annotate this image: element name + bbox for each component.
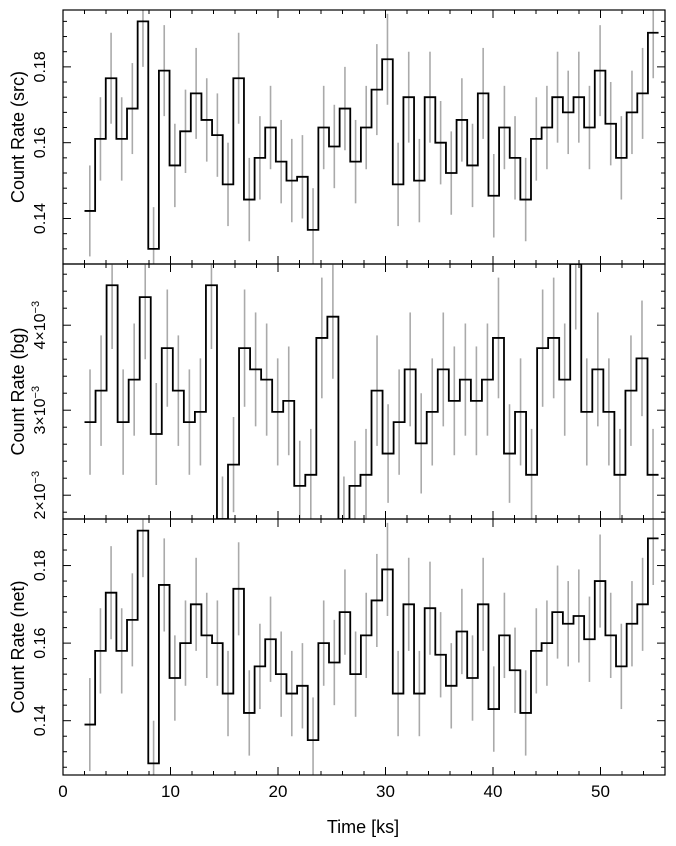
y-tick-mantissa: 2×10 [32,483,49,519]
y-tick-label-bg: 3×10−3 [30,386,49,435]
y-axis-label-bg: Count Rate (bg) [8,327,28,455]
y-tick-label-src: 0.16 [32,127,49,158]
panel-frame-bg [62,263,666,520]
y-axis-label-net: Count Rate (net) [8,580,28,713]
y-tick-label-net: 0.14 [32,705,49,736]
x-tick-label: 30 [376,782,395,801]
x-tick-label: 20 [269,782,288,801]
x-axis-label: Time [ks] [327,817,399,837]
y-tick-label-net: 0.16 [32,627,49,658]
panel-plot-src [84,10,659,264]
x-tick-label: 50 [591,782,610,801]
y-tick-label-net: 0.18 [32,550,49,581]
y-axis-label-src: Count Rate (src) [8,71,28,203]
x-tick-label: 40 [484,782,503,801]
y-tick-label-bg: 4×10−3 [30,301,49,350]
y-tick-exponent: −3 [30,386,42,399]
y-tick-mantissa: 3×10 [32,398,49,434]
y-tick-mantissa: 4×10 [32,313,49,349]
step-line-src [84,20,659,250]
y-tick-label-src: 0.14 [32,203,49,234]
x-tick-label: 10 [161,782,180,801]
step-line-net [84,529,659,765]
x-tick-label: 0 [58,782,67,801]
panel-plot-net [84,519,659,775]
y-tick-label-src: 0.18 [32,51,49,82]
panel-plot-bg [84,264,659,519]
y-tick-exponent: −3 [30,301,42,314]
step-line-bg [84,264,659,519]
y-tick-exponent: −3 [30,471,42,484]
y-tick-label-bg: 2×10−3 [30,471,49,520]
